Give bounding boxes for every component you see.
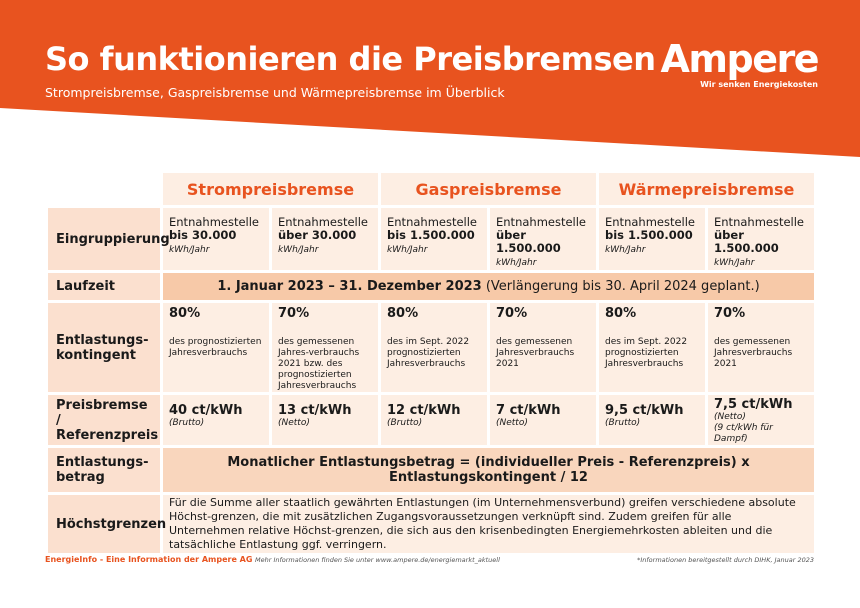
column-header-gas: Gaspreisbremse [381,173,596,205]
cell-preis: 9,5 ct/kWh (Brutto) [599,395,705,445]
row-label-hoechst: Höchstgrenzen [48,495,166,553]
banner-shape [0,0,860,157]
page-subtitle: Strompreisbremse, Gaspreisbremse und Wär… [45,85,505,100]
header-banner: So funktionieren die Preisbremsen Stromp… [0,0,860,160]
column-header-waerme: Wärmepreisbremse [599,173,814,205]
row-label-betrag: Entlastungs-betrag [48,448,160,492]
cell-preis: 12 ct/kWh (Brutto) [381,395,487,445]
cell-kontingent: 80% des im Sept. 2022 prognostizierten Ja… [599,303,705,392]
row-kontingent: Entlastungs-kontingent 80% des prognostiz… [48,303,814,392]
footnote: *Informationen bereitgestellt durch DIHK… [637,556,814,564]
hoechst-text: Für die Summe aller staatlich gewährten … [163,495,814,553]
cell-kontingent: 70% des gemessenen Jahres-verbrauchs 2021… [272,303,378,392]
logo-claim: Wir senken Energiekosten [700,80,818,89]
cell-eingruppierung: Entnahmestelle über 1.500.000 kWh/Jahr [708,208,814,270]
price-brake-table: Strompreisbremse Gaspreisbremse Wärmepre… [45,170,817,556]
footer-more-info: Mehr Informationen finden Sie unter www.… [254,556,500,564]
row-hoechst: Höchstgrenzen Für die Summe aller staatl… [48,495,814,553]
cell-eingruppierung: Entnahmestelle über 30.000 kWh/Jahr [272,208,378,270]
row-label-preis: Preisbremse / Referenzpreis [48,395,160,445]
cell-kontingent: 70% des gemessenen Jahresverbrauchs 2021 [490,303,596,392]
logo-wordmark: Ampere [660,37,820,81]
cell-preis: 7 ct/kWh (Netto) [490,395,596,445]
cell-eingruppierung: Entnahmestelle bis 30.000 kWh/Jahr [163,208,269,270]
formula-cell: Monatlicher Entlastungsbetrag = (individ… [163,448,814,492]
row-label-laufzeit: Laufzeit [48,273,160,300]
row-laufzeit: Laufzeit 1. Januar 2023 – 31. Dezember 2… [48,273,814,300]
row-betrag: Entlastungs-betrag Monatlicher Entlastun… [48,448,814,492]
header-row: Strompreisbremse Gaspreisbremse Wärmepre… [48,173,814,205]
footer-brand: EnergieInfo - Eine Information der Amper… [45,555,253,564]
cell-preis: 13 ct/kWh (Netto) [272,395,378,445]
row-label-kontingent: Entlastungs-kontingent [48,303,160,392]
cell-eingruppierung: Entnahmestelle über 1.500.000 kWh/Jahr [490,208,596,270]
cell-preis: 7,5 ct/kWh (Netto) (9 ct/kWh für Dampf) [708,395,814,445]
cell-kontingent: 70% des gemessenen Jahresverbrauchs 2021 [708,303,814,392]
row-preis: Preisbremse / Referenzpreis 40 ct/kWh (Bru… [48,395,814,445]
laufzeit-value: 1. Januar 2023 – 31. Dezember 2023 (Verl… [163,273,814,300]
cell-eingruppierung: Entnahmestelle bis 1.500.000 kWh/Jahr [599,208,705,270]
page-title: So funktionieren die Preisbremsen [45,40,656,78]
footer: EnergieInfo - Eine Information der Amper… [45,555,500,564]
row-eingruppierung: Eingruppierung Entnahmestelle bis 30.000 k… [48,208,814,270]
column-header-strom: Strompreisbremse [163,173,378,205]
cell-eingruppierung: Entnahmestelle bis 1.500.000 kWh/Jahr [381,208,487,270]
cell-kontingent: 80% des prognostizierten Jahresverbrauchs [163,303,269,392]
row-label-eingruppierung: Eingruppierung [48,208,170,270]
cell-kontingent: 80% des im Sept. 2022 prognostizierten Ja… [381,303,487,392]
cell-preis: 40 ct/kWh (Brutto) [163,395,269,445]
ampere-logo: Ampere Wir senken Energiekosten [660,37,820,89]
